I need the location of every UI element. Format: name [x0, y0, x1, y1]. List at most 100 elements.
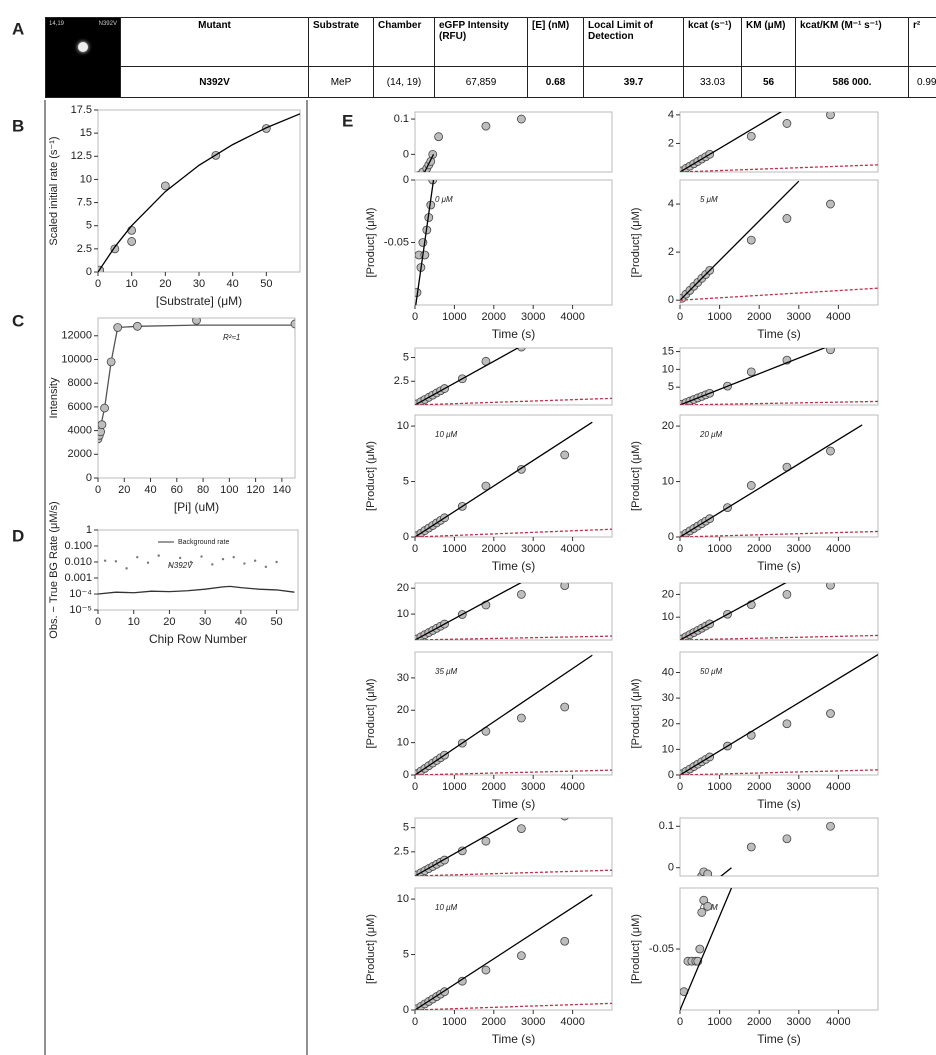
- y-tick-label: 0: [668, 769, 674, 781]
- x-tick-label: 4000: [826, 1016, 850, 1028]
- data-point: [275, 560, 278, 564]
- data-point: [264, 565, 268, 569]
- y-tick-label: 10000: [61, 353, 92, 365]
- data-point: [157, 554, 160, 557]
- data-point: [782, 834, 792, 844]
- y-tick-label: 0.010: [64, 556, 92, 568]
- data-point: [688, 889, 696, 897]
- plot-frame: [414, 111, 613, 173]
- plot-frame: [414, 817, 613, 877]
- fit-line: [415, 180, 435, 305]
- data-point: [136, 555, 139, 559]
- x-tick-label: 3000: [521, 781, 545, 793]
- y-axis-label: [Product] (μM): [365, 208, 377, 278]
- plot-area: [680, 888, 733, 1010]
- legend-label: Background rate: [178, 539, 229, 546]
- fit-line: [423, 154, 435, 172]
- x-tick-label: 3000: [787, 781, 811, 793]
- cell: 33.03: [683, 66, 742, 98]
- y-tick-label: 10⁻⁴: [69, 588, 92, 600]
- x-tick-label: 0: [677, 543, 683, 555]
- header: Chamber: [373, 17, 435, 67]
- background-line: [680, 400, 878, 405]
- data-point: [560, 936, 570, 946]
- data-point: [782, 719, 792, 729]
- fit-line: [680, 348, 827, 405]
- x-tick-label: 0: [412, 311, 418, 323]
- x-tick-label: 3000: [521, 1016, 545, 1028]
- x-tick-label: 2000: [747, 1016, 771, 1028]
- plot-frame: [414, 347, 613, 406]
- plot-frame: [97, 529, 299, 611]
- y-tick-label: 0.100: [64, 540, 92, 552]
- x-tick-label: 4000: [560, 543, 584, 555]
- y-axis-label: [Product] (μM): [630, 441, 642, 511]
- x-tick-label: 1000: [442, 311, 466, 323]
- header: Substrate: [308, 17, 374, 67]
- plot-area: [680, 112, 878, 172]
- data-point: [699, 895, 709, 905]
- y-tick-label: 0: [403, 148, 409, 160]
- data-point: [100, 403, 109, 413]
- y-tick-label: 0: [86, 472, 92, 484]
- annotation: R²≈1: [223, 333, 240, 342]
- data-point: [680, 899, 688, 907]
- fit-line: [98, 324, 295, 440]
- data-point: [114, 560, 118, 563]
- x-axis-label: Time (s): [757, 327, 801, 341]
- data-point: [746, 481, 756, 490]
- plot-area: [680, 654, 878, 775]
- x-tick-label: 40: [144, 484, 156, 496]
- x-tick-label: 60: [171, 484, 183, 496]
- data-point: [98, 420, 107, 430]
- y-tick-label: 20: [662, 718, 674, 730]
- data-point: [516, 114, 526, 124]
- annotation: 10 μM: [435, 430, 458, 439]
- plot-area: [680, 180, 878, 303]
- y-tick-label: 17.5: [71, 104, 92, 116]
- cell: 0.998: [908, 66, 936, 98]
- fit-line: [680, 583, 787, 640]
- x-tick-label: 40: [227, 278, 239, 290]
- x-tick-label: 2000: [482, 781, 506, 793]
- y-tick-label: 10⁻⁵: [69, 604, 92, 616]
- plot-frame: [414, 414, 613, 538]
- annotation: 5 μM: [700, 195, 718, 204]
- plot-frame: [97, 109, 301, 273]
- x-tick-label: 100: [220, 484, 238, 496]
- x-tick-label: 140: [273, 484, 291, 496]
- x-tick-label: 3000: [521, 543, 545, 555]
- x-tick-label: 4000: [826, 781, 850, 793]
- data-point: [428, 149, 438, 159]
- header: r²: [908, 17, 936, 67]
- data-point: [782, 214, 792, 223]
- data-point: [192, 318, 201, 325]
- x-tick-label: 2000: [482, 1016, 506, 1028]
- x-tick-label: 2000: [747, 311, 771, 323]
- x-axis-label: Time (s): [492, 327, 536, 341]
- plot-frame: [679, 347, 879, 406]
- fit-line: [720, 867, 732, 876]
- x-tick-label: 20: [159, 278, 171, 290]
- x-tick-label: 4000: [560, 311, 584, 323]
- x-tick-label: 120: [246, 484, 264, 496]
- x-axis-label: Time (s): [492, 559, 536, 573]
- x-tick-label: 0: [412, 543, 418, 555]
- plot-area: [415, 894, 612, 1010]
- y-tick-label: 0: [668, 862, 674, 874]
- data-point: [434, 132, 444, 142]
- fit-line: [98, 113, 300, 272]
- y-axis-label: [Product] (μM): [365, 914, 377, 984]
- y-tick-label: 10: [662, 611, 674, 623]
- y-tick-label: 10: [397, 608, 409, 620]
- plot-area: [98, 318, 295, 444]
- y-tick-label: 15: [662, 345, 674, 357]
- y-tick-label: 30: [397, 672, 409, 684]
- data-point: [125, 567, 128, 570]
- y-tick-label: 0.1: [659, 820, 674, 832]
- plot-area: [680, 821, 835, 907]
- x-tick-label: 2000: [482, 311, 506, 323]
- x-tick-label: 0: [677, 781, 683, 793]
- plot-area: [415, 180, 438, 305]
